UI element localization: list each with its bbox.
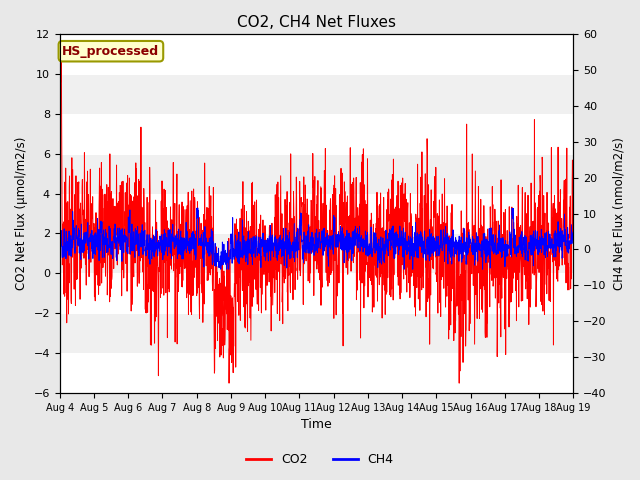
Bar (60, 34, 573, 74)
X-axis label: Time: Time (301, 419, 332, 432)
Bar (60, 154, 573, 193)
Legend: CO2, CH4: CO2, CH4 (241, 448, 399, 471)
Bar (60, 313, 573, 353)
Y-axis label: CO2 Net Flux (μmol/m2/s): CO2 Net Flux (μmol/m2/s) (15, 137, 28, 290)
Bar (60, 74, 573, 114)
Title: CO2, CH4 Net Fluxes: CO2, CH4 Net Fluxes (237, 15, 396, 30)
Y-axis label: CH4 Net Flux (nmol/m2/s): CH4 Net Flux (nmol/m2/s) (612, 137, 625, 290)
Bar (60, 274, 573, 313)
Bar (60, 193, 573, 233)
Bar (60, 233, 573, 274)
Bar (60, 353, 573, 393)
Bar (60, 114, 573, 154)
Text: HS_processed: HS_processed (62, 45, 159, 58)
